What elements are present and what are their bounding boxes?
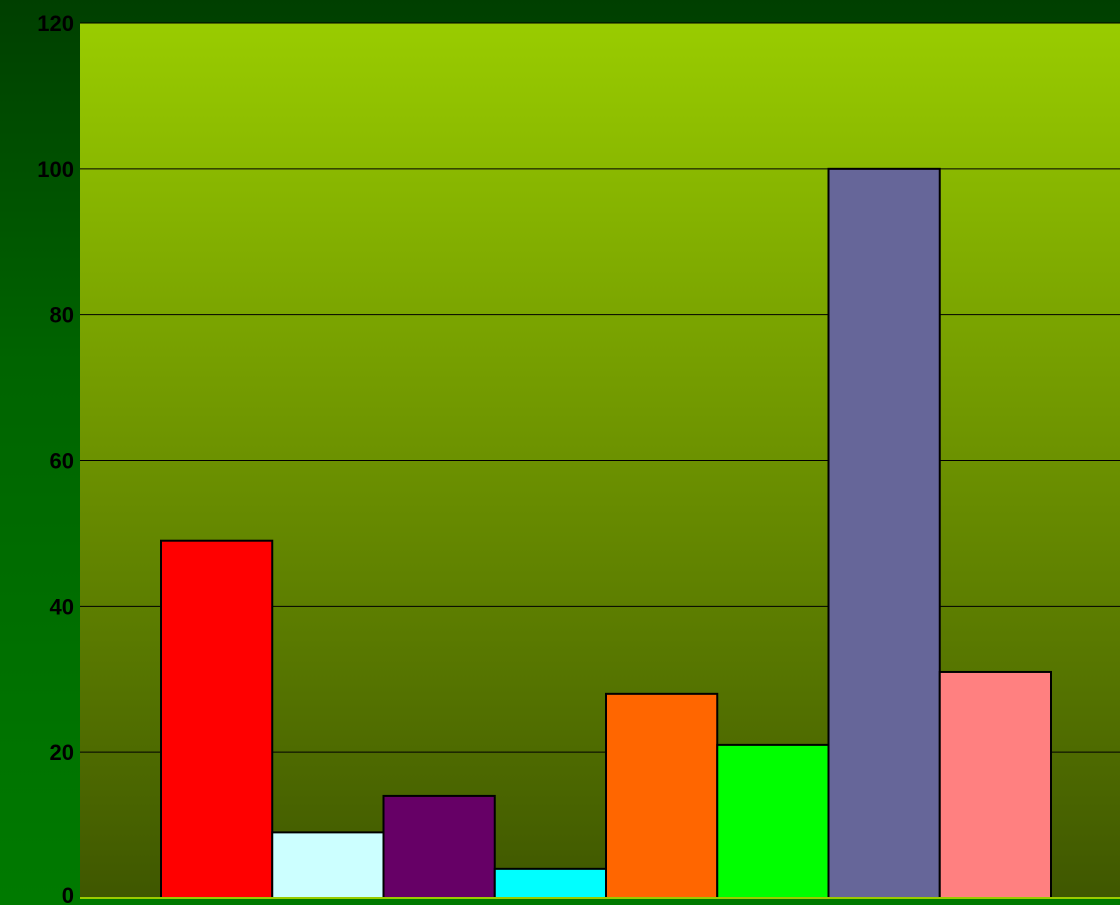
y-axis: 0 20 40 60 80 100 120 <box>37 11 74 905</box>
bar <box>716 743 830 899</box>
bar <box>160 539 274 899</box>
bar <box>605 692 719 899</box>
y-tick-label: 100 <box>37 157 74 182</box>
y-tick-label: 120 <box>37 11 74 36</box>
bar <box>271 831 385 899</box>
y-tick-label: 0 <box>62 883 74 905</box>
bar <box>382 794 496 900</box>
y-tick-label: 40 <box>50 594 74 619</box>
bars <box>160 167 1052 900</box>
bar <box>493 867 607 899</box>
bar <box>827 167 941 900</box>
y-tick-label: 60 <box>50 449 74 474</box>
y-tick-label: 20 <box>50 740 74 765</box>
bar <box>938 670 1052 899</box>
y-tick-label: 80 <box>50 303 74 328</box>
